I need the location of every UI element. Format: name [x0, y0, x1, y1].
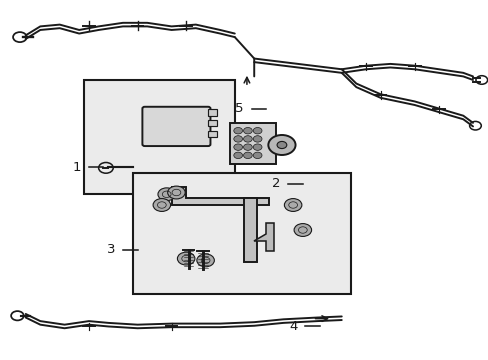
Circle shape: [233, 152, 242, 158]
Polygon shape: [254, 223, 273, 251]
Circle shape: [197, 254, 214, 267]
Bar: [207, 120, 216, 126]
Bar: [132, 173, 351, 294]
Circle shape: [293, 224, 311, 237]
Text: 2: 2: [271, 177, 280, 190]
Circle shape: [253, 152, 262, 158]
Circle shape: [153, 199, 170, 211]
Circle shape: [253, 127, 262, 134]
Circle shape: [158, 188, 175, 201]
Circle shape: [268, 135, 295, 155]
Bar: [244, 198, 256, 262]
Circle shape: [233, 136, 242, 142]
Circle shape: [177, 252, 195, 265]
Circle shape: [243, 136, 252, 142]
Bar: [207, 109, 216, 116]
Circle shape: [243, 152, 252, 158]
Circle shape: [243, 144, 252, 150]
Polygon shape: [171, 187, 268, 205]
Bar: [207, 131, 216, 137]
Bar: [229, 123, 276, 164]
Text: 1: 1: [72, 161, 81, 174]
Bar: [84, 80, 234, 194]
Circle shape: [233, 127, 242, 134]
Circle shape: [233, 144, 242, 150]
Circle shape: [167, 186, 185, 199]
Circle shape: [253, 136, 262, 142]
Text: 5: 5: [235, 102, 244, 115]
Circle shape: [243, 127, 252, 134]
Circle shape: [277, 141, 286, 149]
FancyBboxPatch shape: [142, 107, 210, 146]
Text: 3: 3: [106, 243, 115, 256]
Circle shape: [253, 144, 262, 150]
Text: 4: 4: [288, 320, 297, 333]
Circle shape: [284, 199, 301, 211]
